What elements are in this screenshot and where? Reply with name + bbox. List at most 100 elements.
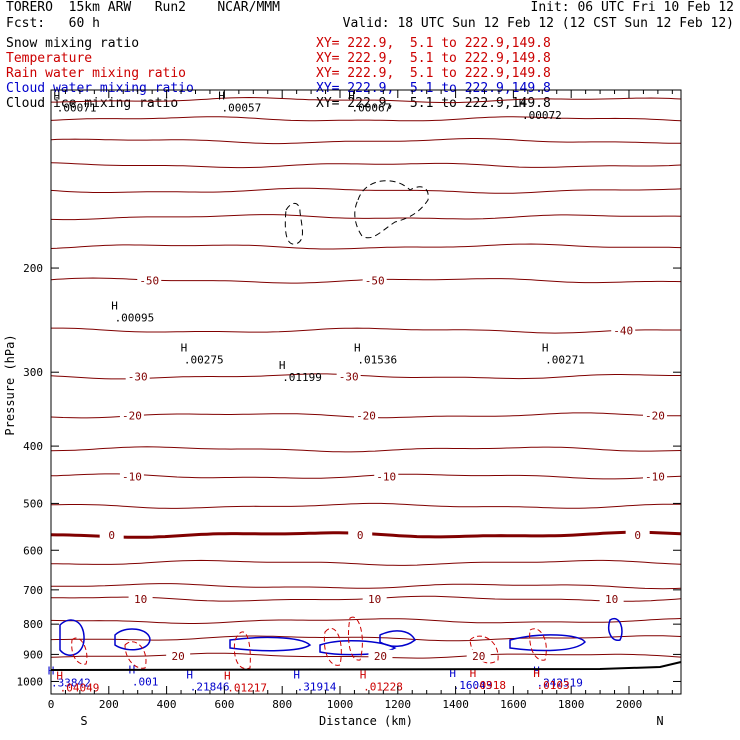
maximum-marker: H — [470, 667, 477, 680]
isotherm — [50, 162, 682, 169]
isotherm-label: 20 — [472, 650, 485, 663]
x-tick-label: 200 — [99, 698, 119, 711]
maximum-value: .01536 — [357, 353, 397, 366]
model-title: TORERO 15km ARW Run2 NCAR/MMM — [6, 0, 280, 15]
isotherm — [50, 187, 682, 194]
north-endpoint: N — [656, 714, 663, 728]
isotherm-label-bg — [336, 370, 361, 383]
isotherm-label-bg — [642, 409, 667, 422]
isotherm-label-bg — [99, 528, 124, 541]
y-tick-label: 1000 — [17, 675, 44, 688]
x-tick-label: 0 — [48, 698, 55, 711]
ice-contour — [284, 203, 303, 245]
rain-contour — [233, 631, 251, 670]
isotherm-label: -10 — [122, 470, 142, 483]
maximum-marker: H — [519, 97, 526, 110]
maximum-value: .04049 — [60, 682, 100, 695]
x-axis-label: Distance (km) — [319, 714, 413, 728]
isotherm — [50, 473, 682, 480]
isotherm-label: -30 — [339, 370, 359, 383]
x-tick-label: 800 — [272, 698, 292, 711]
isotherm — [50, 652, 682, 659]
maximum-marker: H — [533, 665, 540, 678]
isotherm — [51, 559, 682, 566]
init-time: Init: 06 UTC Fri 10 Feb 12 — [530, 0, 735, 15]
legend-cloud-water-label: Cloud water mixing ratio — [6, 81, 194, 96]
legend-snow-label: Snow mixing ratio — [6, 36, 140, 51]
maximum-marker: H — [449, 667, 456, 680]
maximum-marker: H — [279, 359, 286, 372]
maximum-marker: H — [360, 668, 367, 681]
maximum-marker: H — [533, 667, 540, 680]
x-tick-label: 1400 — [442, 698, 469, 711]
maximum-marker: H — [542, 341, 549, 354]
maximum-value: .0918 — [473, 679, 506, 692]
cloud-water-contour — [608, 617, 623, 641]
maximum-value: .00275 — [184, 353, 224, 366]
isotherm-label: 20 — [374, 650, 387, 663]
isotherm-label-bg — [368, 649, 393, 662]
maximum-marker: H — [354, 341, 361, 354]
rain-contour — [71, 637, 88, 665]
rain-contour — [124, 641, 147, 669]
isotherm-label: 0 — [634, 529, 641, 542]
cloud-water-contour — [59, 619, 85, 656]
ground-line — [50, 661, 682, 671]
isotherm-label-bg — [642, 470, 667, 483]
rain-contour — [347, 616, 363, 661]
rain-contour — [529, 628, 547, 661]
isotherm-label-bg — [348, 528, 373, 541]
isotherm — [50, 446, 682, 453]
isotherm-label: 20 — [172, 650, 185, 663]
isotherm-label: -40 — [613, 324, 633, 337]
maximum-value: .16043 — [453, 679, 493, 692]
cloud-water-contour — [379, 630, 416, 647]
maximum-marker: H — [181, 341, 188, 354]
x-tick-label: 1200 — [385, 698, 412, 711]
y-tick-label: 200 — [23, 262, 43, 275]
isotherm-label: 10 — [605, 593, 618, 606]
maximum-marker: H — [348, 90, 355, 103]
maximum-marker: H — [293, 668, 300, 681]
isotherm — [51, 327, 681, 334]
isotherm — [51, 96, 682, 104]
maximum-value: .00067 — [352, 102, 392, 115]
isotherm-label: -30 — [128, 370, 148, 383]
maximum-value: .00071 — [57, 102, 97, 115]
rain-contours — [71, 616, 547, 670]
y-tick-label: 600 — [23, 544, 43, 557]
legend-rain-xy: XY= 222.9, 5.1 to 222.9,149.8 — [316, 66, 551, 81]
x-tick-label: 1000 — [327, 698, 354, 711]
plot-frame — [50, 89, 682, 695]
ice-contour — [354, 180, 429, 239]
maximum-value: .01228 — [363, 680, 403, 693]
legend-snow-xy: XY= 222.9, 5.1 to 222.9,149.8 — [316, 36, 551, 51]
maximum-value: .00072 — [522, 109, 562, 122]
isotherm — [50, 373, 681, 380]
isotherm-label: -20 — [356, 409, 376, 422]
cloud-water-contours — [59, 617, 623, 656]
isotherm-label-bg — [119, 470, 144, 483]
axes: 0 200 400 600 800 1000 1200 1400 1600 1800 2000200… — [3, 89, 682, 728]
maximum-value: .0103 — [537, 679, 570, 692]
isotherm-label-bg — [128, 592, 153, 605]
y-axis-label: Pressure (hPa) — [3, 334, 17, 435]
isotherm-label-bg — [374, 470, 399, 483]
maximum-marker: H — [111, 300, 118, 313]
legend-rain-label: Rain water mixing ratio — [6, 66, 187, 81]
maximum-value: .00095 — [115, 312, 155, 325]
isotherm — [50, 214, 682, 221]
x-tick-label: 1600 — [500, 698, 527, 711]
y-tick-label: 900 — [23, 648, 43, 661]
cloud-water-contour — [229, 636, 312, 652]
isotherm — [50, 138, 681, 145]
isotherm-label: -10 — [376, 470, 396, 483]
contour-labels: -50 -50 -40 -30 -30 -20 -20 -20 -10 -10 -10 0 0 0 10 10… — [48, 90, 667, 695]
cloud-water-contour — [319, 639, 397, 656]
cloud-water-contour — [509, 634, 586, 652]
rain-contour — [469, 635, 499, 664]
legend-cloud-ice-label: Cloud ice mixing ratio — [6, 96, 179, 111]
south-endpoint: S — [80, 714, 87, 728]
isotherm — [50, 618, 682, 624]
